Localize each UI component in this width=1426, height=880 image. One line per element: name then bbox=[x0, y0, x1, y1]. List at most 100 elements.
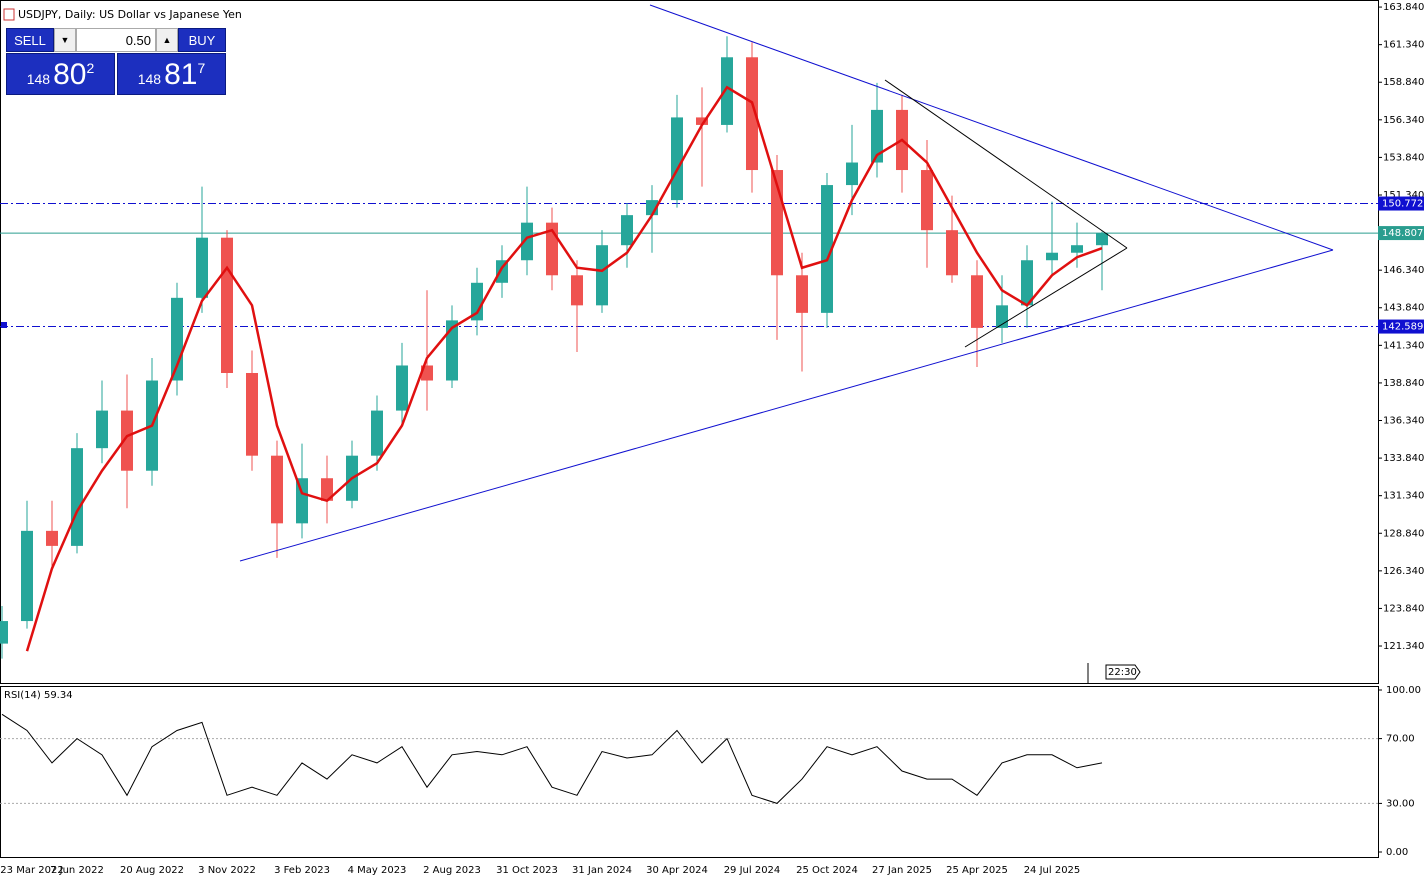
x-tick-label: 2 Aug 2023 bbox=[423, 865, 481, 876]
y-tick-label: 161.340 bbox=[1383, 40, 1424, 51]
candle-body bbox=[221, 237, 233, 373]
candle-body bbox=[671, 117, 683, 201]
candle-body bbox=[246, 372, 258, 456]
y-tick-label: 128.840 bbox=[1383, 528, 1424, 539]
candle-body bbox=[796, 275, 808, 313]
price-small: 7 bbox=[197, 60, 206, 76]
x-tick-label: 3 Feb 2023 bbox=[274, 865, 330, 876]
trendline bbox=[884, 79, 1128, 249]
candle-body bbox=[321, 478, 333, 501]
candle-body bbox=[0, 621, 8, 644]
x-tick-label: 24 Jul 2025 bbox=[1024, 865, 1081, 876]
y-tick-label: 123.840 bbox=[1383, 603, 1424, 614]
candle-body bbox=[621, 215, 633, 246]
candle-body bbox=[746, 57, 758, 171]
price-big: 148 bbox=[137, 71, 162, 87]
chart-title: USDJPY, Daily: US Dollar vs Japanese Yen bbox=[18, 8, 242, 21]
price-big: 148 bbox=[26, 71, 51, 87]
candle-body bbox=[46, 530, 58, 546]
moving-average bbox=[25, 85, 1103, 652]
trendline bbox=[964, 247, 1128, 348]
rsi-y-tick-label: 30.00 bbox=[1386, 798, 1415, 809]
x-tick-label: 4 May 2023 bbox=[348, 865, 407, 876]
x-tick-label: 30 Apr 2024 bbox=[646, 865, 708, 876]
prices: 148 80 2 148 81 7 bbox=[6, 53, 226, 95]
x-tick-label: 31 Oct 2023 bbox=[496, 865, 558, 876]
candle-body bbox=[921, 170, 933, 231]
price-level-label: 150.772 bbox=[1382, 199, 1423, 210]
candle-body bbox=[296, 478, 308, 524]
y-tick-label: 121.340 bbox=[1383, 641, 1424, 652]
trade-panel: SELL ▼ 0.50 ▲ BUY 148 80 2 148 81 7 bbox=[6, 28, 226, 95]
price-small: 2 bbox=[86, 60, 95, 76]
candle-body bbox=[446, 320, 458, 381]
icon bbox=[3, 8, 15, 21]
time-box bbox=[1105, 664, 1141, 680]
y-tick-label: 143.840 bbox=[1383, 303, 1424, 314]
price-level-box bbox=[1378, 319, 1424, 334]
rsi-line bbox=[1, 713, 1103, 804]
volume-up[interactable]: ▲ bbox=[156, 28, 178, 52]
x-tick-label: 23 Mar 2022 bbox=[0, 865, 63, 876]
trade-row: SELL ▼ 0.50 ▲ BUY bbox=[6, 28, 226, 52]
y-tick-label: 151.340 bbox=[1383, 190, 1424, 201]
sell-button[interactable]: SELL bbox=[6, 28, 54, 52]
y-tick-label: 163.840 bbox=[1383, 2, 1424, 13]
volume-input[interactable]: 0.50 bbox=[76, 28, 156, 52]
x-tick-label: 29 Jul 2024 bbox=[724, 865, 781, 876]
time-label: 22:30 bbox=[1108, 667, 1137, 678]
candle-body bbox=[1046, 252, 1058, 261]
candle-body bbox=[121, 410, 133, 471]
rsi-title: RSI(14) 59.34 bbox=[4, 690, 73, 701]
rsi-y-tick-label: 70.00 bbox=[1386, 734, 1415, 745]
buy-price[interactable]: 148 81 7 bbox=[117, 53, 226, 95]
x-tick-label: 25 Oct 2024 bbox=[796, 865, 858, 876]
y-tick-label: 136.340 bbox=[1383, 416, 1424, 427]
volume-down[interactable]: ▼ bbox=[54, 28, 76, 52]
candle-body bbox=[521, 222, 533, 261]
candle-body bbox=[571, 275, 583, 306]
candle-body bbox=[946, 230, 958, 276]
candle-body bbox=[396, 365, 408, 411]
candle-body bbox=[96, 410, 108, 449]
candle-body bbox=[371, 410, 383, 456]
y-tick-label: 138.840 bbox=[1383, 378, 1424, 389]
y-tick-label: 153.840 bbox=[1383, 152, 1424, 163]
x-tick-label: 20 Aug 2022 bbox=[120, 865, 184, 876]
price-level-label: 148.807 bbox=[1382, 228, 1423, 239]
candle-body bbox=[271, 455, 283, 524]
y-tick-label: 158.840 bbox=[1383, 77, 1424, 88]
candle-body bbox=[871, 109, 883, 163]
x-tick-label: 3 Nov 2022 bbox=[198, 865, 256, 876]
price-level-box bbox=[1378, 226, 1424, 241]
price-main: 80 bbox=[53, 58, 87, 91]
y-tick-label: 141.340 bbox=[1383, 340, 1424, 351]
candle-body bbox=[196, 237, 208, 298]
rsi-frame bbox=[0, 686, 1379, 858]
price-level-box bbox=[1378, 196, 1424, 211]
candle-body bbox=[846, 162, 858, 186]
candle-body bbox=[71, 448, 83, 546]
sell-price[interactable]: 148 80 2 bbox=[6, 53, 115, 95]
x-tick-label: 7 Jun 2022 bbox=[50, 865, 104, 876]
candle-body bbox=[471, 282, 483, 321]
y-tick-label: 131.340 bbox=[1383, 491, 1424, 502]
candle-body bbox=[721, 57, 733, 125]
y-tick-label: 156.340 bbox=[1383, 115, 1424, 126]
trendline bbox=[239, 249, 1334, 562]
candle-body bbox=[821, 185, 833, 313]
level-marker bbox=[1, 322, 7, 328]
candle-body bbox=[1071, 245, 1083, 253]
rsi-y-tick-label: 0.00 bbox=[1386, 847, 1408, 858]
trendline bbox=[649, 4, 1334, 251]
buy-button[interactable]: BUY bbox=[178, 28, 226, 52]
price-level-label: 142.589 bbox=[1382, 322, 1423, 333]
x-tick-label: 31 Jan 2024 bbox=[572, 865, 632, 876]
x-tick-label: 27 Jan 2025 bbox=[872, 865, 932, 876]
candle-body bbox=[596, 245, 608, 306]
rsi-y-tick-label: 100.00 bbox=[1386, 685, 1421, 696]
y-tick-label: 146.340 bbox=[1383, 265, 1424, 276]
